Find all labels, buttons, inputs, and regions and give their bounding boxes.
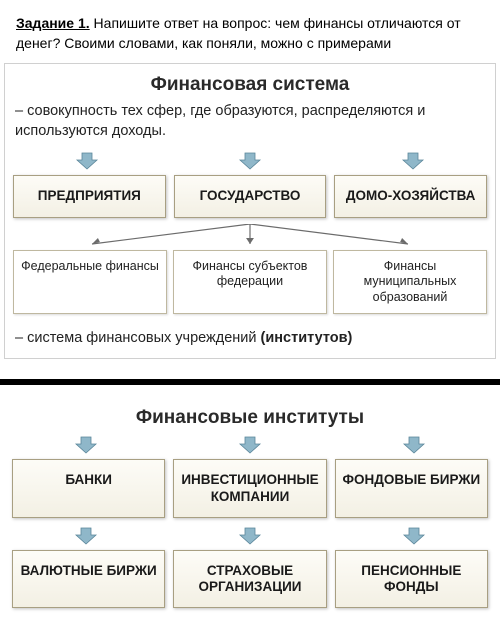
footnote-prefix: – система финансовых учреждений bbox=[15, 330, 261, 346]
box-pension-funds: ПЕНСИОННЫЕ ФОНДЫ bbox=[335, 550, 488, 608]
box-households: ДОМО-ХОЗЯЙСТВА bbox=[334, 175, 487, 217]
box-investment: ИНВЕСТИЦИОННЫЕ КОМПАНИИ bbox=[173, 459, 326, 517]
arrow-row-1 bbox=[5, 149, 495, 173]
box-enterprises: ПРЕДПРИЯТИЯ bbox=[13, 175, 166, 217]
down-arrow-icon bbox=[74, 151, 100, 171]
subbox-subjects: Финансы субъектов федерации bbox=[173, 250, 327, 315]
down-arrow-icon bbox=[73, 526, 99, 546]
panel1-title: Финансовая система bbox=[5, 64, 495, 100]
down-arrow-icon bbox=[237, 526, 263, 546]
panel1-footnote: – система финансовых учреждений (институ… bbox=[5, 322, 495, 358]
subbox-municipal: Финансы муниципальных образований bbox=[333, 250, 487, 315]
down-arrow-icon bbox=[237, 151, 263, 171]
black-divider bbox=[0, 379, 500, 385]
connector-lines bbox=[13, 224, 487, 248]
down-arrow-icon bbox=[400, 151, 426, 171]
task-header: Задание 1. Напишите ответ на вопрос: чем… bbox=[0, 0, 500, 63]
box-stock-exchange: ФОНДОВЫЕ БИРЖИ bbox=[335, 459, 488, 517]
down-arrow-icon bbox=[73, 435, 99, 455]
subbox-row: Федеральные финансы Финансы субъектов фе… bbox=[5, 248, 495, 323]
task-label: Задание 1. bbox=[16, 15, 90, 31]
box-insurance: СТРАХОВЫЕ ОРГАНИЗАЦИИ bbox=[173, 550, 326, 608]
arrow-row-2 bbox=[4, 433, 496, 457]
down-arrow-icon bbox=[401, 435, 427, 455]
institutes-row-1: БАНКИ ИНВЕСТИЦИОННЫЕ КОМПАНИИ ФОНДОВЫЕ Б… bbox=[4, 457, 496, 523]
institutes-row-2: ВАЛЮТНЫЕ БИРЖИ СТРАХОВЫЕ ОРГАНИЗАЦИИ ПЕН… bbox=[4, 548, 496, 614]
arrow-row-3 bbox=[4, 524, 496, 548]
panel2-title: Финансовые институты bbox=[4, 397, 496, 433]
down-arrow-icon bbox=[237, 435, 263, 455]
box-banks: БАНКИ bbox=[12, 459, 165, 517]
panel-financial-system: Финансовая система – совокупность тех сф… bbox=[4, 63, 496, 359]
box-government: ГОСУДАРСТВО bbox=[174, 175, 327, 217]
down-arrow-icon bbox=[401, 526, 427, 546]
main-box-row: ПРЕДПРИЯТИЯ ГОСУДАРСТВО ДОМО-ХОЗЯЙСТВА bbox=[5, 173, 495, 223]
box-currency-exchange: ВАЛЮТНЫЕ БИРЖИ bbox=[12, 550, 165, 608]
panel-financial-institutes: Финансовые институты БАНКИ ИНВЕСТИЦИОННЫ… bbox=[4, 397, 496, 620]
footnote-bold: (институтов) bbox=[261, 330, 353, 346]
subbox-federal: Федеральные финансы bbox=[13, 250, 167, 315]
panel1-definition: – совокупность тех сфер, где образуются,… bbox=[5, 100, 495, 149]
